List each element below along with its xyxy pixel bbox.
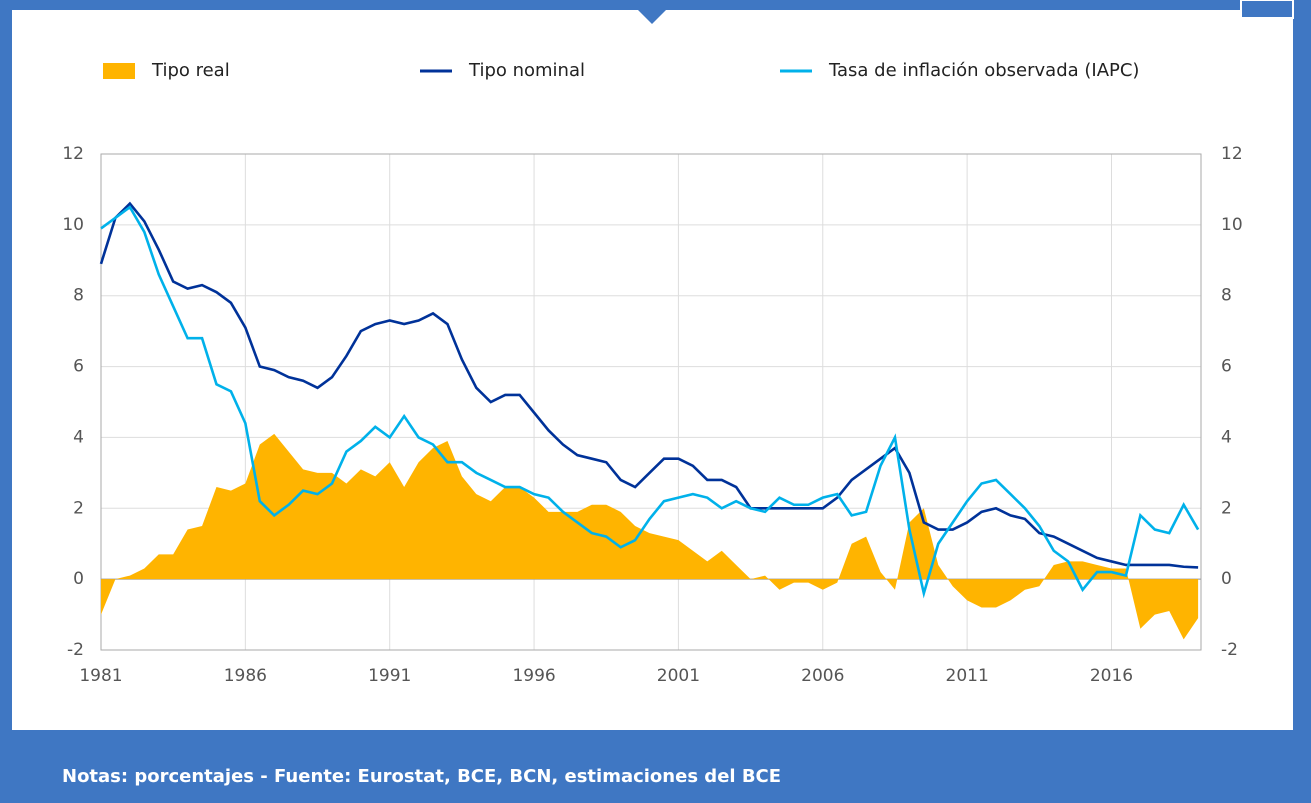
plot-frame bbox=[100, 153, 1202, 651]
y-tick-label: 12 bbox=[62, 144, 84, 164]
y2-tick-label: 12 bbox=[1221, 144, 1243, 164]
corner-button[interactable] bbox=[1240, 0, 1294, 19]
legend-label: Tipo real bbox=[151, 60, 230, 81]
y2-tick-label: 10 bbox=[1221, 215, 1243, 235]
y2-tick-label: 8 bbox=[1221, 286, 1232, 306]
y-tick-label: 0 bbox=[73, 569, 84, 589]
y2-tick-label: -2 bbox=[1221, 640, 1238, 660]
x-tick-label: 1981 bbox=[79, 666, 122, 686]
line bbox=[99, 201, 1199, 569]
footnote: Notas: porcentajes - Fuente: Eurostat, B… bbox=[62, 766, 781, 787]
x-tick-label: 2006 bbox=[801, 666, 844, 686]
area bbox=[101, 433, 1199, 640]
x-tick-label: 2011 bbox=[946, 666, 989, 686]
pointer bbox=[638, 10, 666, 24]
y-tick-label: 6 bbox=[73, 357, 84, 377]
y-tick-label: 4 bbox=[73, 427, 84, 447]
y-tick-label: 10 bbox=[62, 215, 84, 235]
x-tick-label: 1986 bbox=[224, 666, 267, 686]
legend-swatch bbox=[103, 63, 135, 79]
x-tick-label: 2016 bbox=[1090, 666, 1133, 686]
y2-tick-label: 6 bbox=[1221, 357, 1232, 377]
legend-label: Tipo nominal bbox=[468, 60, 585, 81]
x-tick-label: 2001 bbox=[657, 666, 700, 686]
line bbox=[100, 205, 1200, 599]
legend-label: Tasa de inflación observada (IAPC) bbox=[828, 60, 1139, 81]
y-tick-label: 2 bbox=[73, 498, 84, 518]
y2-tick-label: 0 bbox=[1221, 569, 1232, 589]
x-tick-label: 1991 bbox=[368, 666, 411, 686]
x-tick-label: 1996 bbox=[512, 666, 555, 686]
y-tick-label: 8 bbox=[73, 286, 84, 306]
y-tick-label: -2 bbox=[67, 640, 84, 660]
panel bbox=[12, 10, 1293, 730]
y2-tick-label: 4 bbox=[1221, 427, 1232, 447]
y2-tick-label: 2 bbox=[1221, 498, 1232, 518]
